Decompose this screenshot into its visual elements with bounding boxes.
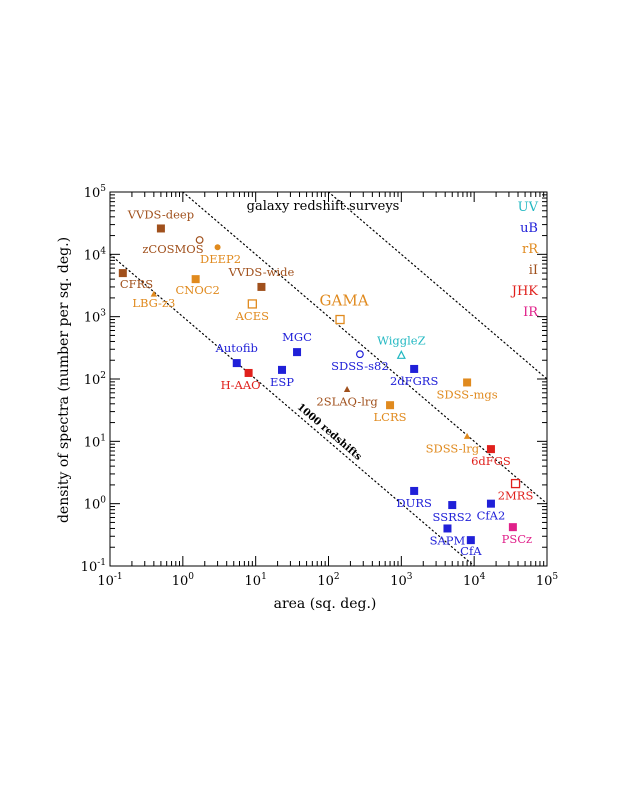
point-cnoc2 (191, 275, 200, 284)
point-pscz (508, 523, 517, 532)
point-durs (410, 486, 419, 495)
point-aces-label: ACES (235, 309, 269, 323)
point-sapm (443, 524, 452, 533)
legend-item-rr: rR (522, 242, 539, 257)
y-tick-label: 102 (84, 371, 106, 388)
guide-line-1 (182, 191, 548, 505)
point-cnoc2-label: CNOC2 (175, 283, 219, 297)
point-deep2 (214, 244, 221, 251)
point-mgc (293, 348, 302, 357)
point-lbg-z3-label: LBG-z3 (132, 296, 175, 310)
x-tick-label: 10-1 (97, 572, 122, 589)
point-gama-label: GAMA (320, 292, 369, 310)
point-gama (335, 314, 345, 325)
point-6dfgs-label: 6dFGS (471, 454, 511, 468)
point-h-aao-label: H-AAO (221, 378, 261, 392)
point-2dfgrs (410, 364, 419, 373)
point-autofib (232, 359, 241, 368)
legend: UV uB rR iI JHK IR (510, 200, 539, 320)
point-6dfgs (486, 445, 495, 454)
point-sdss-mgs-label: SDSS-mgs (437, 387, 498, 401)
guide-line-2 (327, 191, 548, 380)
chart-title: galaxy redshift surveys (247, 199, 400, 214)
point-lcrs (386, 401, 395, 410)
point-sdss-mgs (463, 378, 472, 387)
point-lbg-z3 (150, 290, 158, 297)
point-wigglez (396, 349, 406, 359)
point-aces (247, 299, 257, 309)
point-esp (278, 365, 287, 374)
x-tick-label: 102 (317, 572, 339, 589)
point-durs-label: DURS (396, 496, 432, 510)
x-tick-label: 100 (172, 572, 195, 589)
guide-line-label: 1000 redshifts (295, 402, 364, 463)
guide-line-0 (109, 253, 475, 567)
x-axis-title: area (sq. deg.) (274, 596, 377, 612)
point-sdss-lrg-label: SDSS-lrg (426, 441, 480, 455)
point-cfa2 (486, 499, 495, 508)
survey-points (118, 224, 521, 545)
x-tick-label: 101 (245, 572, 267, 589)
y-tick-label: 104 (84, 246, 107, 263)
y-axis-title: density of spectra (number per sq. deg.) (56, 237, 72, 523)
y-tick-label: 103 (84, 309, 107, 326)
point-h-aao (244, 368, 253, 377)
point-lcrs-label: LCRS (374, 410, 407, 424)
point-ssrs2 (448, 501, 457, 510)
point-deep2-label: DEEP2 (200, 252, 241, 266)
point-sdss-s82-label: SDSS-s82 (331, 359, 389, 373)
point-zcosmos-label: zCOSMOS (142, 242, 203, 256)
legend-item-ub: uB (520, 221, 538, 236)
point-autofib-label: Autofib (215, 341, 258, 355)
point-2mrs-label: 2MRS (498, 489, 534, 503)
point-esp-label: ESP (270, 375, 294, 389)
point-vvds-deep-label: VVDS-deep (127, 207, 194, 221)
point-cfrs (118, 269, 127, 278)
legend-item-jhk: JHK (510, 284, 539, 299)
point-sapm-label: SAPM (430, 533, 466, 547)
y-tick-label: 10-1 (81, 558, 106, 575)
y-tick-label: 100 (84, 496, 107, 513)
point-2dfgrs-label: 2dFGRS (390, 374, 439, 388)
point-cfa (466, 536, 475, 545)
x-tick-label: 103 (390, 572, 413, 589)
point-vvds-wide-label: VVDS-wide (228, 265, 295, 279)
point-vvds-deep (156, 224, 165, 233)
point-ssrs2-label: SSRS2 (433, 510, 472, 524)
point-zcosmos (195, 236, 204, 244)
x-tick-label: 104 (463, 572, 486, 589)
point-pscz-label: PSCz (502, 532, 532, 546)
point-sdss-s82 (356, 350, 364, 359)
point-2slaq-lrg-label: 2SLAQ-lrg (316, 394, 378, 408)
point-cfa2-label: CfA2 (477, 509, 506, 523)
axes: 10-1 100 101 102 103 104 105 10-1 100 101 102 103 10… (81, 184, 559, 589)
point-sdss-lrg (463, 432, 471, 439)
point-cfa-label: CfA (460, 544, 482, 558)
point-vvds-wide (257, 282, 266, 291)
legend-item-ii: iI (529, 263, 538, 278)
legend-item-ir: IR (523, 305, 539, 320)
point-2slaq-lrg (343, 385, 351, 392)
point-mgc-label: MGC (282, 330, 312, 344)
y-tick-label: 105 (84, 184, 107, 201)
point-cfrs-label: CFRS (120, 277, 153, 291)
point-wigglez-label: WiggleZ (377, 333, 426, 347)
y-tick-label: 101 (84, 433, 106, 450)
legend-item-uv: UV (518, 200, 539, 215)
x-tick-label: 105 (536, 572, 559, 589)
point-2mrs (510, 478, 521, 489)
